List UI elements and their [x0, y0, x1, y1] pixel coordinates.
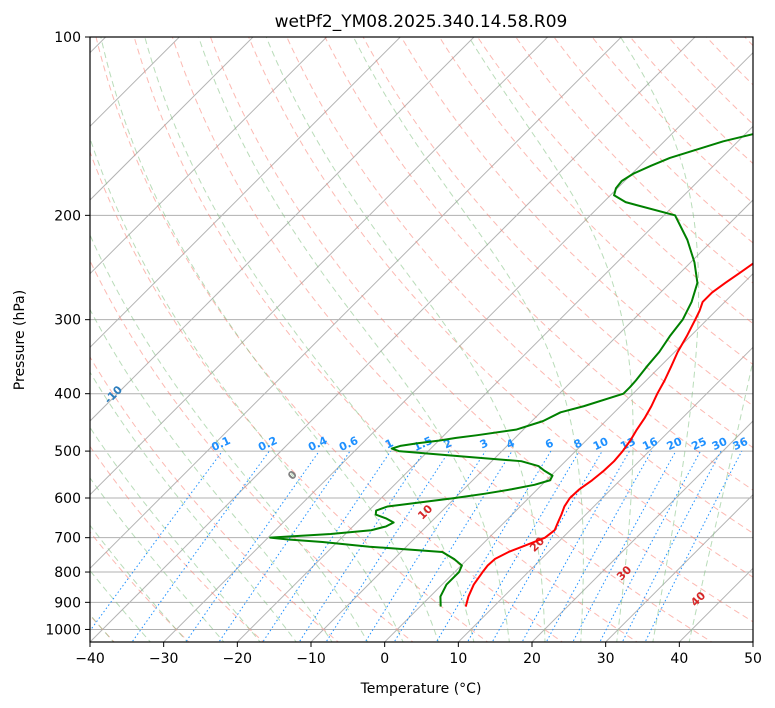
mixing-ratio-line-4 — [393, 450, 513, 642]
x-tick-label: 30 — [597, 651, 615, 667]
moist-adiabat-20 — [265, 37, 546, 642]
mixing-ratio-line-1.5 — [298, 450, 425, 642]
dry-adiabat-40 — [171, 37, 713, 642]
moist-adiabat--20 — [90, 426, 261, 642]
dry-adiabat-110 — [438, 37, 753, 366]
x-tick-label: 0 — [380, 651, 389, 667]
y-tick-label: 600 — [54, 491, 81, 507]
isotherm-10 — [457, 346, 753, 642]
isotherm-0 — [383, 272, 753, 642]
mixing-ratio-line-0.6 — [218, 450, 351, 642]
moist-adiabat-15 — [198, 37, 510, 642]
y-tick-label: 300 — [54, 313, 81, 329]
dry-adiabat-100 — [400, 37, 753, 407]
chart-title: wetPf2_YM08.2025.340.14.58.R09 — [275, 12, 568, 32]
dry-adiabat-30 — [133, 37, 638, 642]
dry-adiabat-70 — [286, 37, 753, 534]
y-tick-label: 800 — [54, 565, 81, 581]
x-tick-label: 10 — [449, 651, 467, 667]
line-labels: 0.10.20.40.611.52346810131620253036-100-… — [102, 383, 751, 609]
dry-adiabat-10 — [90, 150, 489, 642]
moist-adiabat-35 — [620, 37, 700, 642]
y-tick-label: 900 — [54, 595, 81, 611]
moist-adiabat--10 — [90, 308, 333, 642]
mixing-ratio-line-20 — [572, 450, 677, 642]
moist-adiabat--25 — [90, 477, 225, 642]
isotherm-30 — [604, 493, 753, 642]
dry-adiabat-50 — [209, 37, 753, 623]
y-tick-label: 500 — [54, 444, 81, 460]
mixing-ratio-label: 10 — [591, 435, 611, 453]
mixing-ratio-line-3 — [364, 450, 486, 642]
dry-adiabat-160 — [629, 37, 753, 165]
background-lines — [90, 37, 753, 642]
moist-adiabat-30 — [468, 37, 634, 642]
moist-adiabat--5 — [90, 233, 369, 642]
mixing-ratio-label: 16 — [640, 435, 660, 453]
isotherm-20 — [531, 420, 753, 642]
y-tick-label: 100 — [54, 30, 81, 46]
isotherm--10 — [310, 199, 753, 642]
moist-adiabat-40 — [688, 358, 753, 642]
mixing-ratio-line-25 — [599, 450, 701, 642]
moist-adiabat--15 — [90, 371, 297, 642]
dry-adiabat--10 — [90, 356, 339, 642]
x-axis-label: Temperature (°C) — [360, 681, 482, 697]
moist-adiabat-10 — [144, 37, 475, 642]
x-tick-label: 40 — [670, 651, 688, 667]
mixing-ratio-line-8 — [466, 450, 580, 642]
moist-adiabat-0 — [90, 136, 404, 642]
x-tick-label: −20 — [223, 651, 253, 667]
x-tick-label: 20 — [523, 651, 541, 667]
moist-adiabat--30 — [90, 524, 188, 642]
dry-adiabat-60 — [248, 37, 753, 578]
y-tick-label: 700 — [54, 531, 81, 547]
y-tick-label: 400 — [54, 387, 81, 403]
plot-frame — [89, 36, 754, 643]
dry-adiabat-120 — [477, 37, 753, 325]
mixing-ratio-label: 25 — [689, 435, 708, 453]
x-axis: −40 −30 −20 −10 0 10 20 30 40 50 — [75, 642, 762, 667]
mixing-ratio-line-0.2 — [131, 450, 270, 642]
dry-adiabat-90 — [362, 37, 753, 449]
dry-adiabat-130 — [515, 37, 753, 284]
isotherm--100 — [90, 37, 254, 201]
dewpoint-line — [269, 133, 753, 607]
temperature-line — [464, 262, 753, 607]
isotherm--30 — [162, 51, 753, 642]
isotherm--70 — [90, 37, 475, 422]
isotherm--50 — [90, 37, 623, 570]
moist-adiabat-5 — [100, 37, 440, 642]
y-tick-label: 1000 — [45, 622, 81, 638]
dry-adiabat-150 — [591, 37, 753, 204]
isotherm--20 — [236, 125, 753, 642]
sounding-series — [269, 133, 753, 607]
dry-adiabat-0 — [90, 259, 414, 642]
moist-adiabat--35 — [90, 569, 152, 642]
dry-adiabat--20 — [90, 445, 265, 642]
mixing-ratio-label: 20 — [665, 435, 685, 453]
x-tick-label: 50 — [744, 651, 762, 667]
mixing-ratio-line-0.4 — [185, 450, 320, 642]
mixing-ratio-lines — [90, 450, 743, 642]
y-axis-label: Pressure (hPa) — [12, 290, 28, 390]
y-axis: 100 200 300 400 500 600 700 800 900 1000 — [45, 30, 90, 638]
x-tick-label: −40 — [75, 651, 105, 667]
x-tick-label: −30 — [149, 651, 179, 667]
y-tick-label: 200 — [54, 208, 81, 224]
isotherm--60 — [90, 37, 549, 496]
x-tick-label: −10 — [296, 651, 326, 667]
isotherm--90 — [90, 37, 328, 275]
mixing-ratio-line-0.1 — [90, 450, 223, 632]
mixing-ratio-line-1 — [262, 450, 392, 642]
isotherm--40 — [90, 37, 696, 642]
mixing-ratio-line-2 — [325, 450, 450, 642]
mixing-ratio-label: 30 — [710, 435, 730, 453]
mixing-ratio-line-30 — [621, 450, 722, 642]
mixing-ratio-label: 36 — [731, 435, 751, 453]
